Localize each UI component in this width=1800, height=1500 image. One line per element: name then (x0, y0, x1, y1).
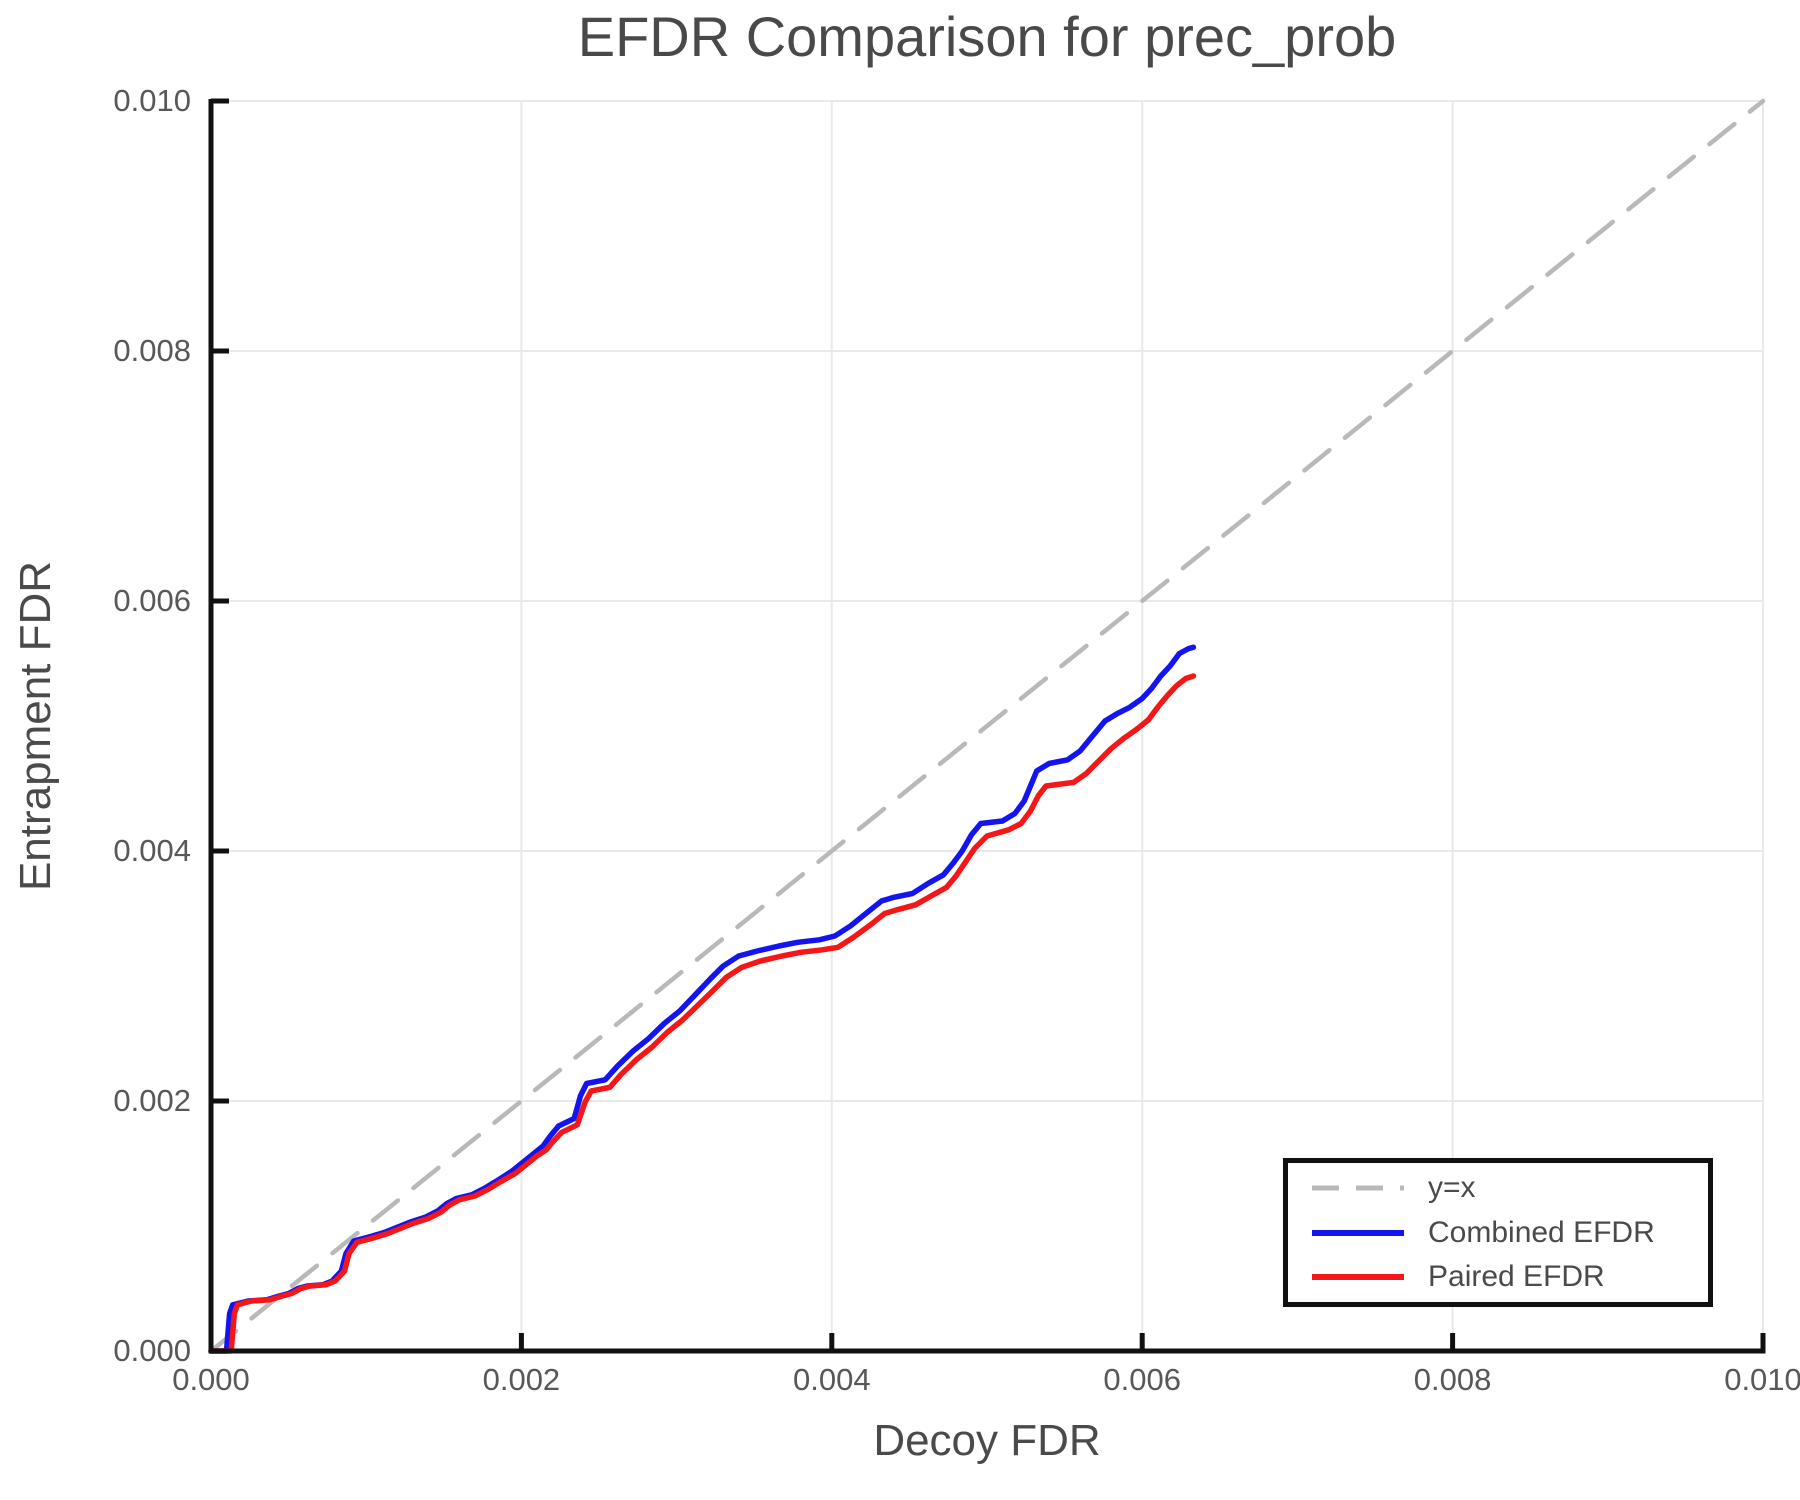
y-tick-label: 0.010 (113, 83, 191, 118)
x-tick-label: 0.006 (1103, 1362, 1181, 1397)
y-tick-label: 0.000 (113, 1333, 191, 1368)
x-tick-label: 0.004 (793, 1362, 871, 1397)
legend: y=x Combined EFDR Paired EFDR (1283, 1158, 1713, 1307)
y-tick-label: 0.004 (113, 833, 191, 868)
x-tick-label: 0.002 (482, 1362, 561, 1397)
x-tick-label: 0.008 (1413, 1362, 1492, 1397)
x-axis-label: Decoy FDR (873, 1416, 1101, 1465)
legend-item-paired-efdr: Paired EFDR (1310, 1257, 1708, 1297)
legend-label-combined-efdr: Combined EFDR (1428, 1215, 1655, 1249)
legend-item-combined-efdr: Combined EFDR (1310, 1213, 1708, 1253)
legend-swatch-dashed-icon (1312, 1185, 1404, 1191)
series-line-paired-efdr (208, 673, 1197, 1354)
legend-label-paired-efdr: Paired EFDR (1428, 1260, 1605, 1294)
x-tick-label: 0.010 (1724, 1362, 1800, 1397)
legend-item-yx: y=x (1310, 1168, 1708, 1208)
y-tick-label: 0.008 (113, 333, 191, 368)
legend-swatch-paired-icon (1312, 1274, 1404, 1281)
legend-label-yx: y=x (1428, 1170, 1476, 1204)
y-tick-label: 0.006 (113, 583, 191, 618)
x-tick-label: 0.000 (172, 1362, 250, 1397)
series-line-y-x (208, 98, 1766, 1354)
legend-swatch-combined-icon (1312, 1229, 1404, 1236)
chart-title: EFDR Comparison for prec_prob (577, 5, 1397, 68)
y-tick-label: 0.002 (113, 1083, 191, 1118)
